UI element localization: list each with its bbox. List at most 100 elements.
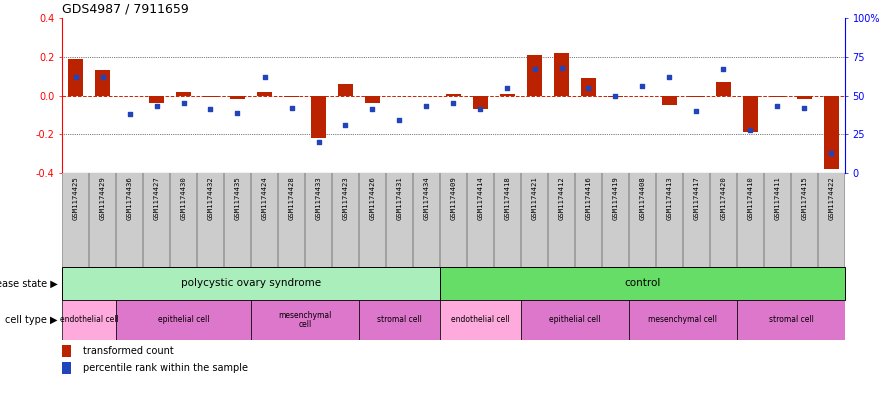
Point	[581, 84, 596, 91]
Text: GSM1174426: GSM1174426	[369, 176, 375, 220]
Bar	[663, 95, 677, 105]
Bar	[824, 95, 839, 169]
Text: endothelial cell: endothelial cell	[60, 316, 118, 325]
Bar	[554, 53, 569, 95]
Text: GSM1174435: GSM1174435	[234, 176, 241, 220]
Bar	[230, 95, 245, 99]
Point	[366, 106, 380, 112]
Point	[312, 139, 326, 145]
Point	[771, 103, 785, 110]
Point	[122, 111, 137, 117]
Bar	[338, 84, 353, 95]
Text: GSM1174436: GSM1174436	[127, 176, 132, 220]
Bar	[446, 94, 461, 95]
Bar	[716, 82, 731, 95]
Point	[797, 105, 811, 111]
Point	[285, 105, 299, 111]
Text: GSM1174408: GSM1174408	[640, 176, 646, 220]
Bar	[608, 95, 623, 97]
Point	[500, 84, 515, 91]
Point	[609, 92, 623, 99]
Text: cell type ▶: cell type ▶	[5, 315, 57, 325]
Bar	[581, 78, 596, 95]
Text: GSM1174423: GSM1174423	[343, 176, 349, 220]
Text: GSM1174419: GSM1174419	[612, 176, 618, 220]
Text: mesenchymal cell: mesenchymal cell	[648, 316, 717, 325]
Bar	[440, 300, 521, 340]
Bar	[629, 300, 737, 340]
Text: epithelial cell: epithelial cell	[158, 316, 210, 325]
Point	[69, 74, 83, 80]
Text: GSM1174417: GSM1174417	[693, 176, 700, 220]
Text: GSM1174432: GSM1174432	[208, 176, 213, 220]
Text: mesenchymal
cell: mesenchymal cell	[278, 310, 331, 329]
Text: GSM1174428: GSM1174428	[288, 176, 294, 220]
Bar	[116, 300, 251, 340]
Bar	[62, 300, 116, 340]
Point	[231, 109, 245, 116]
Point	[338, 122, 352, 128]
Text: GSM1174424: GSM1174424	[262, 176, 268, 220]
Bar	[149, 95, 164, 103]
Point	[528, 66, 542, 72]
Point	[635, 83, 649, 89]
Text: GSM1174427: GSM1174427	[153, 176, 159, 220]
Bar	[527, 55, 542, 95]
Bar	[359, 300, 440, 340]
Point	[554, 64, 568, 71]
Bar	[689, 95, 704, 97]
Text: epithelial cell: epithelial cell	[549, 316, 601, 325]
Point	[716, 66, 730, 72]
Text: GSM1174411: GSM1174411	[774, 176, 781, 220]
Text: GDS4987 / 7911659: GDS4987 / 7911659	[62, 3, 189, 16]
Text: GSM1174430: GSM1174430	[181, 176, 187, 220]
Bar	[176, 92, 191, 95]
Bar	[62, 267, 440, 300]
Point	[690, 108, 704, 114]
Bar	[68, 59, 83, 95]
Bar	[743, 95, 758, 132]
Text: GSM1174422: GSM1174422	[828, 176, 834, 220]
Text: control: control	[625, 279, 661, 288]
Text: GSM1174420: GSM1174420	[721, 176, 727, 220]
Text: GSM1174429: GSM1174429	[100, 176, 106, 220]
Point	[95, 74, 109, 80]
Bar	[440, 267, 845, 300]
Text: GSM1174425: GSM1174425	[72, 176, 78, 220]
Text: GSM1174415: GSM1174415	[802, 176, 808, 220]
Text: GSM1174418: GSM1174418	[505, 176, 510, 220]
Text: GSM1174434: GSM1174434	[424, 176, 430, 220]
Point	[150, 103, 164, 110]
Text: GSM1174414: GSM1174414	[478, 176, 484, 220]
Bar	[500, 94, 515, 95]
Point	[825, 150, 839, 156]
Bar	[62, 345, 71, 357]
Bar	[251, 300, 359, 340]
Point	[204, 106, 218, 112]
Text: GSM1174416: GSM1174416	[586, 176, 591, 220]
Bar	[737, 300, 845, 340]
Bar	[797, 95, 812, 99]
Text: GSM1174421: GSM1174421	[531, 176, 537, 220]
Bar	[284, 95, 299, 97]
Point	[744, 127, 758, 133]
Point	[473, 106, 487, 112]
Bar	[311, 95, 326, 138]
Bar	[365, 95, 380, 103]
Text: disease state ▶: disease state ▶	[0, 279, 57, 288]
Bar	[95, 70, 110, 95]
Point	[257, 74, 271, 80]
Text: GSM1174433: GSM1174433	[315, 176, 322, 220]
Bar	[770, 95, 785, 97]
Text: stromal cell: stromal cell	[377, 316, 422, 325]
Text: polycystic ovary syndrome: polycystic ovary syndrome	[181, 279, 321, 288]
Text: transformed count: transformed count	[83, 346, 174, 356]
Bar	[521, 300, 629, 340]
Text: GSM1174431: GSM1174431	[396, 176, 403, 220]
Text: percentile rank within the sample: percentile rank within the sample	[83, 363, 248, 373]
Text: GSM1174410: GSM1174410	[747, 176, 753, 220]
Point	[663, 74, 677, 80]
Point	[176, 100, 190, 107]
Bar	[473, 95, 488, 109]
Text: stromal cell: stromal cell	[768, 316, 813, 325]
